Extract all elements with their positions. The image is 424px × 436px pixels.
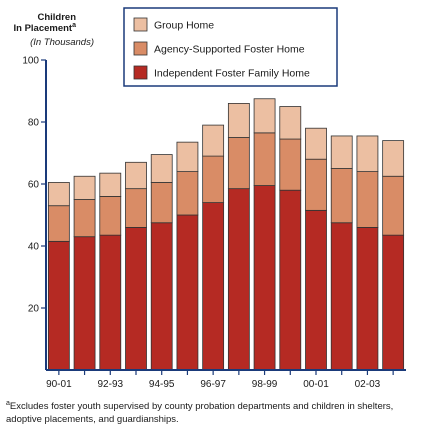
legend-label-2: Independent Foster Family Home — [154, 68, 310, 80]
bar-95-96-series-1 — [176, 171, 199, 216]
bar-97-98-series-1 — [227, 137, 250, 190]
legend-swatch-2 — [133, 65, 148, 80]
x-tick-label-02-03: 02-03 — [355, 379, 381, 390]
bar-02-03-series-0 — [356, 226, 379, 371]
bar-99-00-series-1 — [279, 138, 302, 191]
bar-01-02-series-0 — [330, 222, 353, 371]
bar-92-93-series-1 — [99, 195, 122, 236]
legend-label-1: Agency-Supported Foster Home — [154, 44, 305, 56]
bar-03-04-series-2 — [382, 140, 405, 177]
bar-94-95-series-2 — [150, 154, 173, 183]
x-tick-label-00-01: 00-01 — [303, 379, 329, 390]
legend-box — [123, 7, 338, 87]
bar-93-94-series-1 — [125, 188, 147, 228]
footnote-text: Excludes foster youth supervised by coun… — [6, 401, 394, 425]
bar-98-99-series-0 — [253, 185, 276, 371]
x-tick-label-96-97: 96-97 — [200, 379, 226, 390]
y-tick-label-20: 20 — [28, 304, 40, 315]
footnote-marker: a — [6, 399, 10, 407]
y-tick-label-100: 100 — [22, 56, 39, 67]
bar-99-00-series-2 — [279, 106, 302, 140]
bar-02-03-series-2 — [356, 135, 379, 172]
bar-91-92-series-2 — [73, 175, 96, 200]
bar-00-01-series-0 — [305, 209, 327, 371]
legend-label-0: Group Home — [154, 20, 214, 32]
bar-92-93-series-0 — [99, 234, 122, 371]
x-tick-label-90-01: 90-01 — [46, 379, 72, 390]
x-tick-label-98-99: 98-99 — [252, 379, 278, 390]
y-axis-title-line2: In Placement — [13, 23, 73, 34]
bar-91-92-series-0 — [73, 236, 96, 371]
stacked-bar-chart: 20 40 60 80 100 90-01 92-93 94-95 96-97 98-99 00-0… — [22, 7, 406, 390]
y-axis-title: Children In Placementa — [10, 12, 76, 34]
y-tick-label-80: 80 — [28, 118, 40, 129]
y-axis-title-line1: Children — [37, 12, 76, 23]
bar-92-93-series-2 — [99, 172, 122, 197]
legend-swatch-1 — [133, 41, 148, 56]
bar-94-95-series-1 — [150, 182, 173, 224]
bar-90-01-series-2 — [47, 182, 70, 207]
bar-95-96-series-2 — [176, 141, 199, 172]
bar-96-97-series-0 — [202, 202, 225, 371]
x-tick-label-92-93: 92-93 — [97, 379, 123, 390]
bar-03-04-series-0 — [382, 234, 405, 371]
bar-90-01-series-0 — [47, 240, 70, 371]
bar-97-98-series-0 — [227, 188, 250, 371]
bar-02-03-series-1 — [356, 171, 379, 228]
bar-97-98-series-2 — [227, 103, 250, 138]
y-tick-label-40: 40 — [28, 242, 40, 253]
bar-93-94-series-2 — [125, 161, 147, 190]
bar-98-99-series-1 — [253, 132, 276, 186]
bar-01-02-series-1 — [330, 168, 353, 224]
y-tick-label-60: 60 — [28, 180, 40, 191]
y-axis-units: (In Thousands) — [30, 37, 94, 48]
bar-96-97-series-2 — [202, 124, 225, 157]
bar-95-96-series-0 — [176, 214, 199, 371]
legend-swatch-0 — [133, 17, 148, 32]
x-tick-label-94-95: 94-95 — [149, 379, 175, 390]
bar-00-01-series-1 — [305, 158, 327, 211]
bar-01-02-series-2 — [330, 135, 353, 169]
footnote: aExcludes foster youth supervised by cou… — [6, 400, 416, 426]
bar-99-00-series-0 — [279, 189, 302, 371]
bar-90-01-series-1 — [47, 205, 70, 242]
y-axis-footnote-marker: a — [72, 21, 76, 29]
bar-00-01-series-2 — [305, 127, 327, 160]
bar-03-04-series-1 — [382, 175, 405, 236]
bar-91-92-series-1 — [73, 199, 96, 238]
bar-96-97-series-1 — [202, 155, 225, 204]
bar-93-94-series-0 — [125, 226, 147, 371]
bar-98-99-series-2 — [253, 98, 276, 134]
bar-94-95-series-0 — [150, 222, 173, 371]
